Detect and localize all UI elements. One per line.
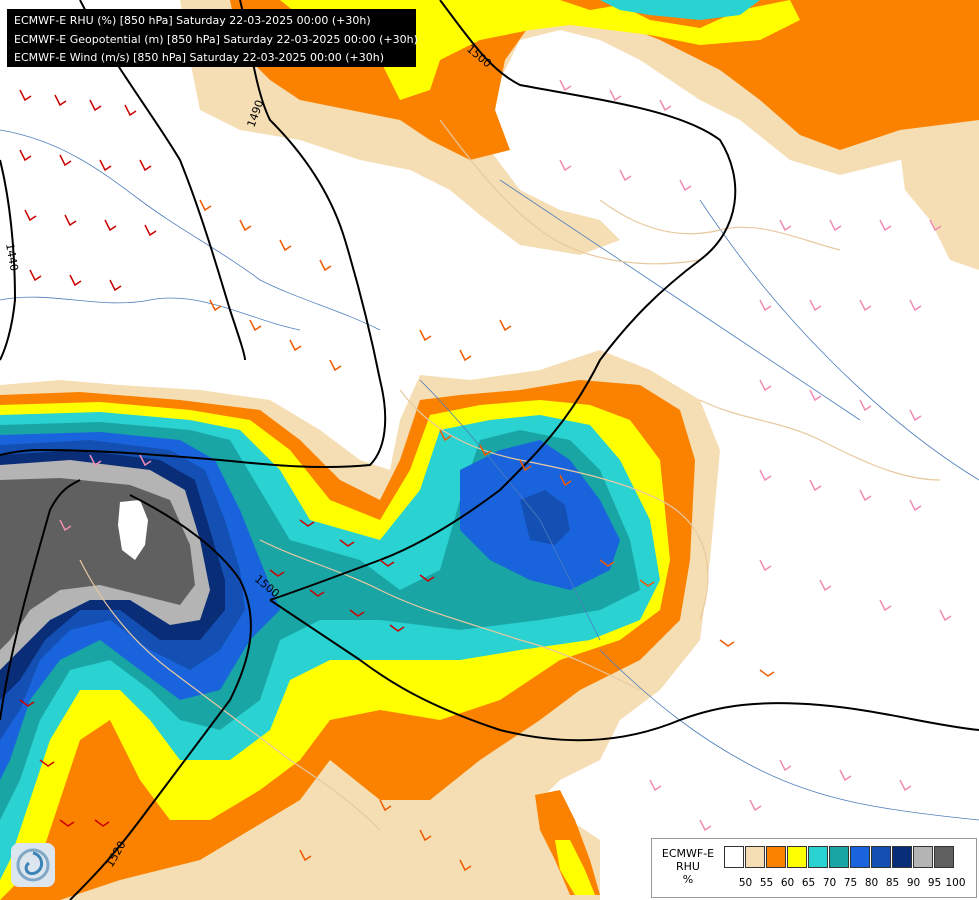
legend-title-line1: ECMWF-E	[661, 847, 715, 860]
legend-tick-label: 55	[759, 877, 774, 889]
legend-tick-label: 60	[780, 877, 795, 889]
legend-tick-label: 75	[843, 877, 858, 889]
legend-title: ECMWF-E RHU %	[656, 847, 720, 886]
map-info-header: ECMWF-E RHU (%) [850 hPa] Saturday 22-03…	[7, 9, 418, 67]
legend-swatch	[829, 846, 849, 868]
legend-title-line2: RHU	[676, 860, 700, 873]
legend-tick-label: 100	[945, 877, 966, 889]
header-line-rhu: ECMWF-E RHU (%) [850 hPa] Saturday 22-03…	[14, 14, 371, 27]
legend-swatch	[787, 846, 807, 868]
legend-swatch	[850, 846, 870, 868]
legend-swatch	[934, 846, 954, 868]
legend-tick-label: 70	[822, 877, 837, 889]
legend-swatch	[913, 846, 933, 868]
humidity-band-east	[900, 140, 979, 270]
legend-swatch	[871, 846, 891, 868]
humidity-band-main	[0, 350, 720, 900]
wind-barbs	[19, 79, 952, 872]
legend-swatch	[892, 846, 912, 868]
legend-swatches	[724, 846, 955, 868]
legend-swatch	[745, 846, 765, 868]
legend-tick-label: 80	[864, 877, 879, 889]
geography-lines	[0, 119, 979, 831]
legend-unit: %	[682, 873, 694, 886]
legend-swatch	[766, 846, 786, 868]
ecmwf-swirl-icon	[11, 843, 55, 887]
legend-tick-label: 65	[801, 877, 816, 889]
header-line-geopotential: ECMWF-E Geopotential (m) [850 hPa] Satur…	[14, 32, 418, 46]
color-legend: ECMWF-E RHU % 50 55 60 65 70 75 80 85 90 95 100	[651, 838, 977, 898]
header-line-wind: ECMWF-E Wind (m/s) [850 hPa] Saturday 22…	[14, 51, 384, 64]
legend-tick-label: 95	[927, 877, 942, 889]
legend-swatch	[808, 846, 828, 868]
legend-ticks: 50 55 60 65 70 75 80 85 90 95 100	[735, 877, 966, 889]
legend-swatch	[724, 846, 744, 868]
legend-tick-label: 90	[906, 877, 921, 889]
legend-tick-label: 85	[885, 877, 900, 889]
legend-tick-label: 50	[738, 877, 753, 889]
isoline-label: 1440	[3, 242, 21, 272]
